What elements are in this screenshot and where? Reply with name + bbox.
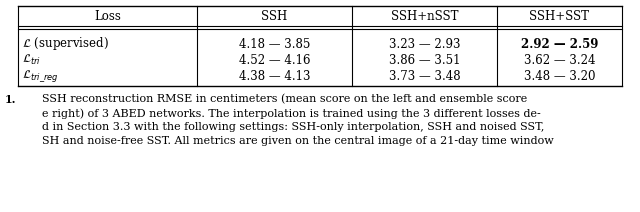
Text: SH and noise-free SST. All metrics are given on the central image of a 21-day ti: SH and noise-free SST. All metrics are g… <box>42 136 554 146</box>
Text: 2.92 — 2.59: 2.92 — 2.59 <box>521 38 598 50</box>
Text: 1.: 1. <box>5 94 17 105</box>
Text: SSH+nSST: SSH+nSST <box>391 10 458 22</box>
Text: 3.23 — 2.93: 3.23 — 2.93 <box>388 38 460 50</box>
Text: 3.62 — 3.24: 3.62 — 3.24 <box>524 53 595 67</box>
Text: SSH reconstruction RMSE in centimeters (mean score on the left and ensemble scor: SSH reconstruction RMSE in centimeters (… <box>42 94 527 104</box>
Text: SSH: SSH <box>261 10 287 22</box>
Text: $\mathcal{L}$ (supervised): $\mathcal{L}$ (supervised) <box>22 35 109 53</box>
Text: e right) of 3 ABED networks. The interpolation is trained using the 3 different : e right) of 3 ABED networks. The interpo… <box>42 108 541 119</box>
Text: 3.73 — 3.48: 3.73 — 3.48 <box>388 70 460 82</box>
Text: SSH+SST: SSH+SST <box>529 10 589 22</box>
Text: Loss: Loss <box>94 10 121 22</box>
Text: 3.48 — 3.20: 3.48 — 3.20 <box>524 70 595 82</box>
Text: 4.38 — 4.13: 4.38 — 4.13 <box>239 70 310 82</box>
Text: 4.52 — 4.16: 4.52 — 4.16 <box>239 53 310 67</box>
Text: $\mathcal{L}_{tri\_reg}$: $\mathcal{L}_{tri\_reg}$ <box>22 68 59 84</box>
Text: 3.86 — 3.51: 3.86 — 3.51 <box>388 53 460 67</box>
Text: d in Section 3.3 with the following settings: SSH-only interpolation, SSH and no: d in Section 3.3 with the following sett… <box>42 122 545 132</box>
Text: 4.18 — 3.85: 4.18 — 3.85 <box>239 38 310 50</box>
Text: $\mathcal{L}_{tri}$: $\mathcal{L}_{tri}$ <box>22 53 41 67</box>
